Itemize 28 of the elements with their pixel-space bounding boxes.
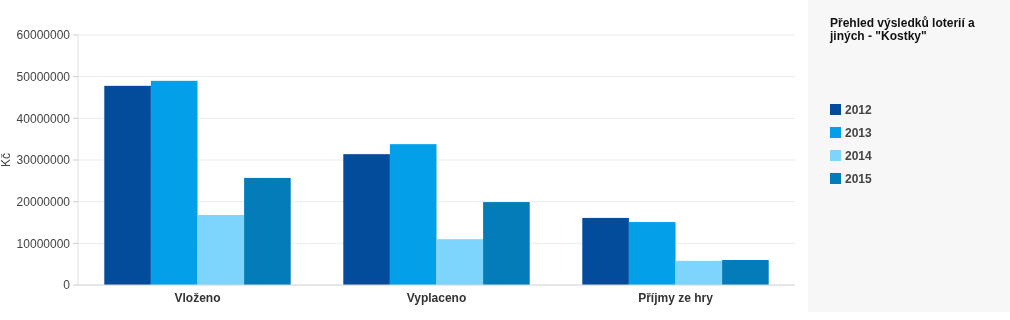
bar [150, 80, 198, 285]
x-tick-label: Vyplaceno [406, 291, 467, 305]
y-tick-label: 20000000 [16, 194, 71, 209]
bar [722, 260, 769, 285]
bar [197, 215, 245, 285]
y-tick-label: 40000000 [16, 111, 71, 126]
legend-label: 2014 [845, 149, 873, 163]
legend-label: 2012 [845, 103, 873, 117]
y-tick-label: 30000000 [16, 153, 71, 168]
y-tick-label: 0 [63, 278, 71, 293]
y-tick-label: 60000000 [16, 28, 71, 43]
text: Přehled výsledků loterií a jiných - "Kostky" [829, 16, 976, 43]
bar [104, 85, 151, 285]
bar [675, 260, 723, 285]
y-tick-label: 50000000 [16, 69, 71, 84]
bar [436, 239, 484, 285]
x-tick-label: Příjmy ze hry [638, 291, 714, 305]
y-tick-label: 10000000 [16, 236, 71, 251]
x-tick-label: Vloženo [174, 291, 221, 305]
bar [483, 202, 530, 285]
bar [582, 217, 629, 285]
legend-label: 2013 [845, 126, 873, 140]
legend-label: 2015 [845, 172, 873, 186]
bar [628, 222, 676, 285]
bar [244, 177, 291, 285]
y-axis-title: Kč [0, 152, 13, 168]
bar [343, 154, 390, 285]
bar [389, 144, 437, 285]
